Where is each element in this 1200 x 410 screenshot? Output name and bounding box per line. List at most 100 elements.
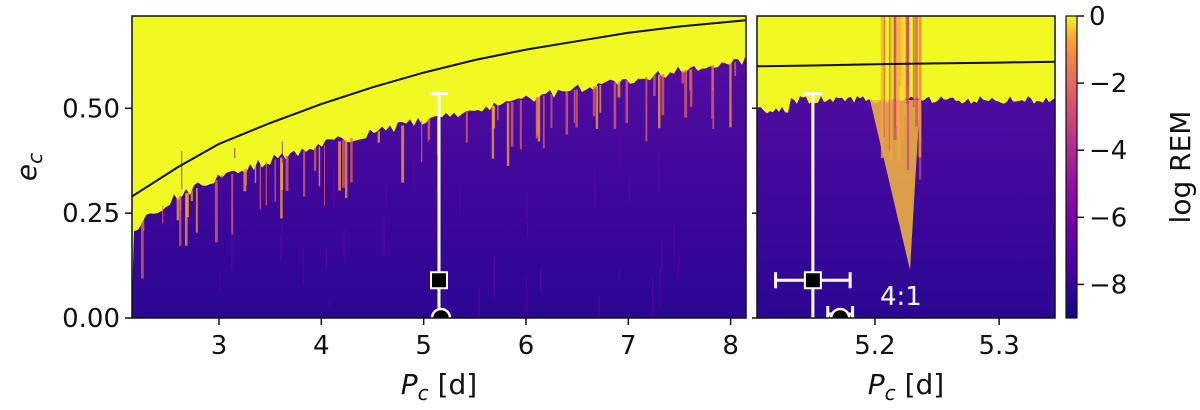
resonance-spike xyxy=(904,16,906,116)
resonance-spike xyxy=(542,95,545,149)
resonance-spike xyxy=(254,165,257,184)
resonance-spike xyxy=(915,16,918,127)
resonance-streak xyxy=(385,182,387,207)
resonance-streak xyxy=(343,228,345,259)
resonance-streak xyxy=(540,266,542,294)
resonance-spike xyxy=(506,102,510,166)
x-tick-label: 5.2 xyxy=(854,331,895,361)
resonance-streak xyxy=(333,165,335,209)
y-axis-label: ec xyxy=(10,153,47,181)
resonance-spike xyxy=(185,193,188,246)
resonance-spike xyxy=(274,159,276,202)
colorbar-gradient xyxy=(1065,15,1078,319)
resonance-spike xyxy=(912,16,915,108)
resonance-spike xyxy=(318,146,321,187)
resonance-spike xyxy=(884,16,886,105)
resonance-spike xyxy=(259,164,261,210)
resonance-spike xyxy=(428,119,431,140)
resonance-spike xyxy=(162,205,164,224)
resonance-spike xyxy=(897,16,901,161)
colorbar-tick-label: −4 xyxy=(1089,136,1127,166)
left-chaotic-region xyxy=(132,16,746,300)
resonance-streak xyxy=(677,250,679,281)
resonance-spike xyxy=(535,97,538,139)
resonance-spike xyxy=(592,86,596,117)
resonance-spike xyxy=(681,70,684,84)
right-panel-frame xyxy=(756,15,1056,319)
resonance-streak xyxy=(332,165,334,199)
colorbar-tick-label: −2 xyxy=(1089,69,1127,99)
resonance-streak xyxy=(383,216,385,255)
resonance-spike xyxy=(491,105,495,159)
resonance-spike xyxy=(905,16,909,105)
resonance-streak xyxy=(325,248,327,270)
x-tick-label: 6 xyxy=(518,331,535,361)
resonance-streak xyxy=(234,147,236,158)
resonance-spike xyxy=(883,16,885,138)
resonance-streak xyxy=(598,294,600,318)
resonance-streak xyxy=(594,164,596,208)
right-resonance-spikes xyxy=(870,16,922,270)
measured-point-marker xyxy=(430,271,448,290)
resonance-spike xyxy=(280,157,283,219)
right-stability-boundary-line xyxy=(757,60,1055,68)
resonance-spike xyxy=(896,16,899,127)
resonance-spike xyxy=(303,150,306,197)
resonance-spike xyxy=(734,61,737,76)
y-tick-label: 0.25 xyxy=(62,199,120,229)
resonance-streak xyxy=(619,122,621,170)
resonance-streak xyxy=(295,155,297,165)
resonance-streak xyxy=(673,224,675,272)
resonance-spike xyxy=(661,74,665,116)
resonance-spike xyxy=(537,96,541,142)
resonance-spike xyxy=(244,169,248,186)
resonance-spike xyxy=(573,89,576,124)
resonance-spike xyxy=(195,188,198,233)
resonance-spike xyxy=(729,62,732,128)
resonance-streak xyxy=(281,221,283,248)
left-panel-frame xyxy=(131,15,747,319)
resonance-spike xyxy=(350,138,353,183)
resonance-spike xyxy=(918,16,922,158)
resonance-spike xyxy=(599,85,602,113)
left-stability-boundary-line xyxy=(132,19,746,198)
resonance-spike xyxy=(285,156,289,192)
resonance-spike xyxy=(377,131,380,143)
resonance-spike xyxy=(684,70,688,118)
resonance-spike xyxy=(314,147,317,171)
left-panel: 3 4 5 6 7 8 0.00 0.25 0.50 xyxy=(62,15,747,361)
right-x-axis-label: Pc [d] xyxy=(868,368,944,405)
resonance-spike xyxy=(141,222,144,279)
resonance-streak xyxy=(618,269,620,279)
resonance-spike xyxy=(902,16,904,142)
resonance-streak xyxy=(651,275,654,317)
resonance-streak xyxy=(280,235,282,261)
resonance-spike xyxy=(712,65,715,130)
resonance-spike xyxy=(338,141,341,191)
resonance-annotation: 4:1 xyxy=(880,282,922,312)
resonance-streak xyxy=(281,141,283,163)
resonance-spike xyxy=(658,74,661,129)
resonance-spike xyxy=(401,125,405,183)
resonance-spike xyxy=(265,162,267,206)
resonance-spike xyxy=(711,65,713,119)
y-tick-label: 0.00 xyxy=(62,304,120,334)
resonance-streak xyxy=(181,151,183,190)
resonance-streak xyxy=(221,175,223,218)
y-tick-label: 0.50 xyxy=(62,94,120,124)
resonance-spike xyxy=(712,65,714,91)
colorbar-tick-label: −6 xyxy=(1089,203,1127,233)
resonance-streak xyxy=(525,277,528,312)
resonance-spike xyxy=(497,104,499,121)
resonance-streak xyxy=(459,189,461,218)
x-tick-label: 5.3 xyxy=(978,331,1019,361)
resonance-spike xyxy=(645,76,648,142)
left-x-axis-label: Pc [d] xyxy=(401,368,477,405)
resonance-spike xyxy=(617,81,621,98)
x-tick-label: 5 xyxy=(415,331,432,361)
resonance-spike xyxy=(575,89,578,128)
x-tick-label: 8 xyxy=(722,331,739,361)
resonance-streak xyxy=(435,187,437,200)
resonance-spike xyxy=(176,197,180,221)
right-panel: 5.2 5.3 4:1 xyxy=(752,15,1056,361)
